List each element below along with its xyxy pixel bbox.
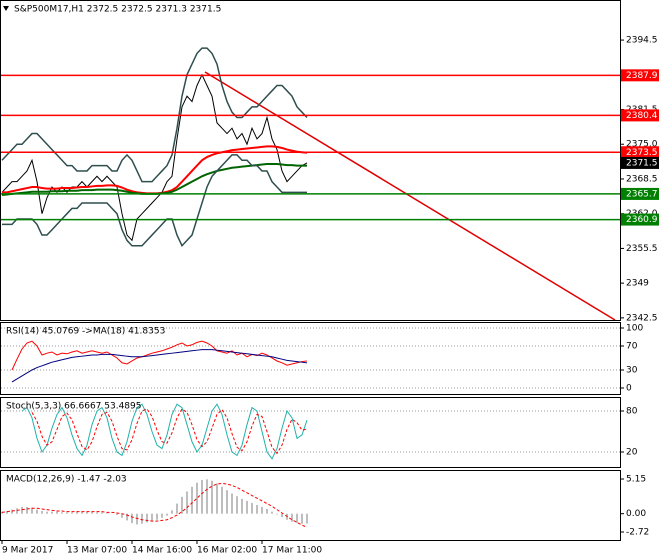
y-tick-label: 100 <box>626 323 643 333</box>
series-group <box>11 340 308 383</box>
y-tick-label: 20 <box>626 448 638 458</box>
level-label: 2360.9 <box>626 215 658 225</box>
series-group <box>21 403 308 460</box>
indicator-line <box>11 349 308 383</box>
panel-title: MACD(12,26,9) -1.47 -2.03 <box>6 475 127 485</box>
x-tick-label: 13 Mar 07:00 <box>67 546 127 556</box>
x-tick-label: 16 Mar 02:00 <box>197 546 257 556</box>
y-tick-label: 2368.5 <box>626 174 658 184</box>
level-label: 2387.9 <box>626 71 658 81</box>
indicator-line <box>31 408 308 455</box>
indicator-line <box>1 482 308 528</box>
y-tick-label: 2342.5 <box>626 313 658 323</box>
main-frame <box>0 0 621 321</box>
y-tick-label: 0.00 <box>626 509 646 519</box>
level-label-box <box>621 213 659 226</box>
level-label: 2365.7 <box>626 189 658 199</box>
y-tick-label: 5.15 <box>626 475 646 485</box>
y-tick-label: 2355.5 <box>626 244 658 254</box>
macd-frame <box>0 470 621 541</box>
level-label-box <box>621 187 659 200</box>
y-tick-label: 80 <box>626 407 638 417</box>
y-tick-label: 0 <box>626 383 632 393</box>
x-tick-label: 9 Mar 2017 <box>2 546 53 556</box>
y-tick-label: 2394.5 <box>626 36 658 46</box>
panel-title: Stoch(5,3,3) 66.6667 53.4895 <box>6 402 141 412</box>
series-group <box>1 479 308 528</box>
level-label-box <box>621 146 659 159</box>
y-tick-label: 70 <box>626 341 638 351</box>
level-label-box <box>621 109 659 122</box>
stoch-frame <box>0 397 621 468</box>
level-label-box <box>621 69 659 82</box>
indicator-line <box>2 154 307 248</box>
panel-frames <box>0 0 621 541</box>
rsi-frame <box>0 322 621 395</box>
indicator-line <box>21 403 308 460</box>
menu-arrow[interactable] <box>3 6 9 11</box>
last-price-label: 2371.5 <box>626 158 658 168</box>
y-tick-label: 2375.0 <box>626 140 658 150</box>
y-tick-label: 2349 <box>626 279 649 289</box>
level-label: 2373.5 <box>626 148 658 158</box>
last-price-box <box>621 156 659 169</box>
y-tick-label: 30 <box>626 365 638 375</box>
panel-title: RSI(14) 45.0769 ->MA(18) 41.8353 <box>6 327 165 337</box>
indicator-line <box>1 47 308 183</box>
y-tick-label: -2.72 <box>626 527 649 537</box>
panel-title: S&P500M17,H1 2372.5 2372.5 2371.3 2371.5 <box>14 5 221 15</box>
x-tick-label: 14 Mar 16:00 <box>132 546 192 556</box>
level-label: 2380.4 <box>626 111 658 121</box>
x-tick-label: 17 Mar 11:00 <box>262 546 322 556</box>
trend-line <box>204 71 616 321</box>
